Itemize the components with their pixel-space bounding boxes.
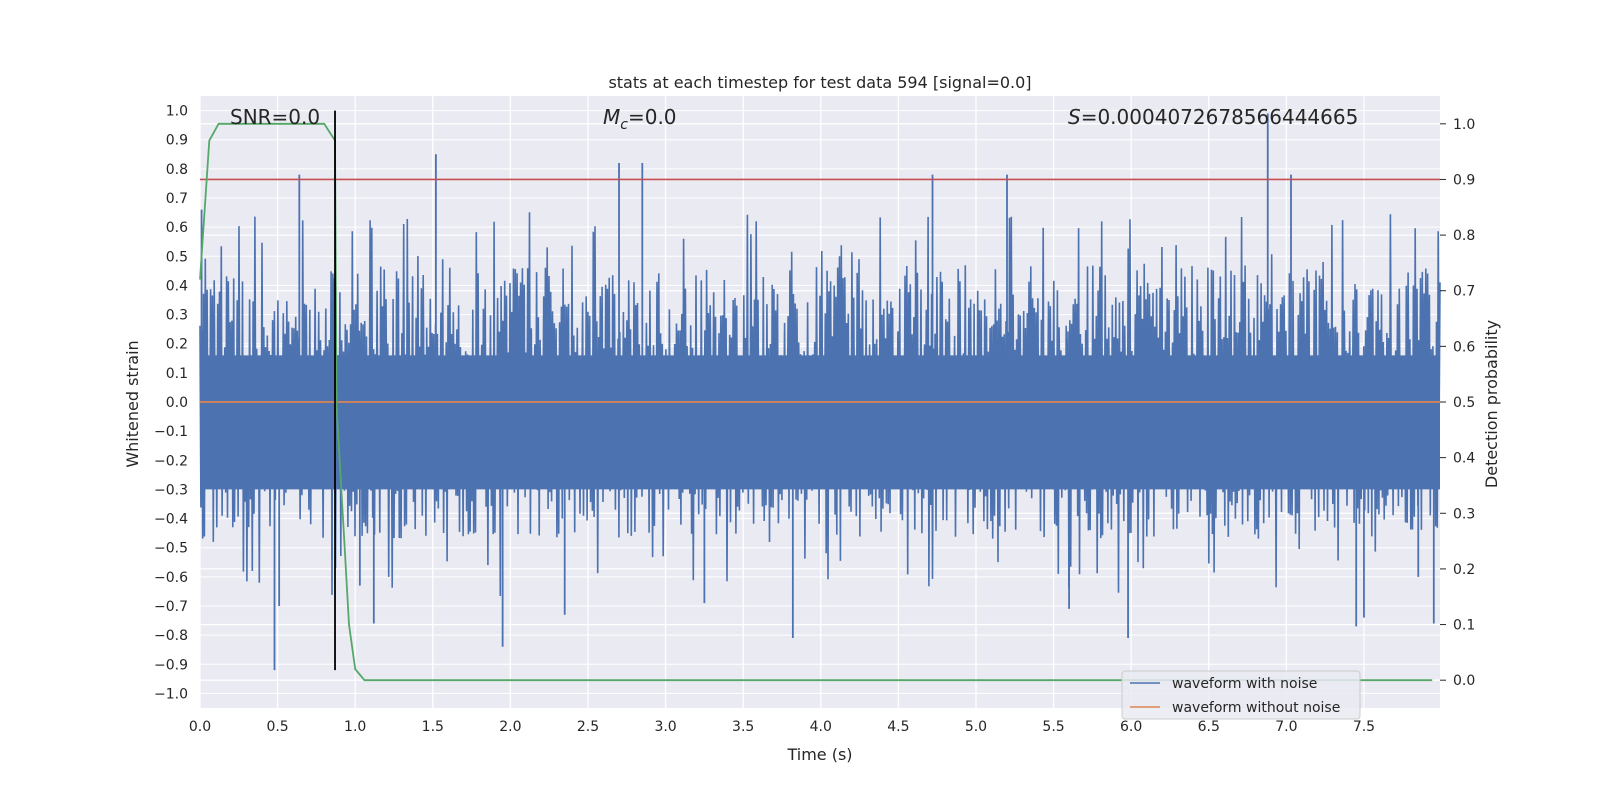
y-tick-label: 0.8 bbox=[166, 162, 188, 178]
y-tick-label: −0.1 bbox=[154, 424, 188, 440]
x-tick-label: 2.5 bbox=[577, 719, 599, 735]
y-right-tick-label: 0.9 bbox=[1453, 172, 1475, 188]
y-tick-label: −0.6 bbox=[154, 570, 188, 586]
x-tick-label: 1.5 bbox=[422, 719, 444, 735]
y-tick-label: 1.0 bbox=[166, 104, 188, 120]
y-tick-label: 0.1 bbox=[166, 366, 188, 382]
y-tick-label: 0.9 bbox=[166, 133, 188, 149]
legend-label-noise: waveform with noise bbox=[1172, 676, 1317, 692]
chart-title: stats at each timestep for test data 594… bbox=[608, 73, 1031, 92]
y-tick-label: −0.2 bbox=[154, 453, 188, 469]
x-tick-label: 4.5 bbox=[887, 719, 909, 735]
x-tick-label: 1.0 bbox=[344, 719, 366, 735]
s-statistic-annotation: S=0.0004072678566444665 bbox=[1068, 105, 1358, 129]
axis-ticks: 1.0 0.9 0.8 0.7 0.6 0.5 0.4 0.3 0.2 0.1 0.0 −0.1 −0.… bbox=[154, 104, 1475, 735]
x-tick-label: 7.0 bbox=[1275, 719, 1297, 735]
y-right-tick-label: 0.6 bbox=[1453, 339, 1475, 355]
y-right-tick-label: 1.0 bbox=[1453, 117, 1475, 133]
y-right-tick-label: 0.3 bbox=[1453, 506, 1475, 522]
x-tick-label: 5.0 bbox=[965, 719, 987, 735]
y-tick-label: 0.7 bbox=[166, 191, 188, 207]
y-axis-label: Whitened strain bbox=[123, 340, 142, 467]
x-tick-label: 3.0 bbox=[654, 719, 676, 735]
snr-annotation: SNR=0.0 bbox=[230, 105, 320, 129]
y-right-tick-label: 0.0 bbox=[1453, 673, 1475, 689]
y-tick-label: 0.0 bbox=[166, 395, 188, 411]
x-tick-label: 0.0 bbox=[189, 719, 211, 735]
x-tick-label: 3.5 bbox=[732, 719, 754, 735]
y-tick-label: −0.4 bbox=[154, 512, 188, 528]
y-right-tick-label: 0.1 bbox=[1453, 618, 1475, 634]
x-tick-label: 7.5 bbox=[1353, 719, 1375, 735]
y-axis-right-label: Detection probability bbox=[1482, 320, 1501, 488]
series-waveform-with-noise bbox=[199, 113, 1441, 671]
x-tick-label: 6.5 bbox=[1198, 719, 1220, 735]
y-tick-label: 0.4 bbox=[166, 278, 188, 294]
y-right-tick-label: 0.2 bbox=[1453, 562, 1475, 578]
overlay-lines bbox=[199, 110, 1440, 682]
y-tick-label: −0.5 bbox=[154, 541, 188, 557]
legend-label-clean: waveform without noise bbox=[1172, 700, 1340, 716]
y-tick-label: −1.0 bbox=[154, 686, 188, 702]
y-tick-label: −0.7 bbox=[154, 599, 188, 615]
noise-core-band bbox=[200, 355, 1440, 490]
y-right-tick-label: 0.5 bbox=[1453, 395, 1475, 411]
y-tick-label: −0.3 bbox=[154, 482, 188, 498]
x-tick-label: 4.0 bbox=[810, 719, 832, 735]
legend: waveform with noise waveform without noi… bbox=[1121, 670, 1361, 720]
y-tick-label: 0.3 bbox=[166, 308, 188, 324]
y-right-tick-label: 0.8 bbox=[1453, 228, 1475, 244]
y-right-tick-label: 0.7 bbox=[1453, 284, 1475, 300]
x-axis-label: Time (s) bbox=[786, 745, 852, 764]
y-tick-label: −0.8 bbox=[154, 628, 188, 644]
y-tick-label: 0.2 bbox=[166, 337, 188, 353]
x-tick-label: 6.0 bbox=[1120, 719, 1142, 735]
y-tick-label: −0.9 bbox=[154, 657, 188, 673]
y-tick-label: 0.6 bbox=[166, 220, 188, 236]
y-tick-label: 0.5 bbox=[166, 249, 188, 265]
chirp-mass-annotation: Mc=0.0 bbox=[603, 105, 677, 133]
y-right-tick-label: 0.4 bbox=[1453, 451, 1475, 467]
x-tick-label: 5.5 bbox=[1042, 719, 1064, 735]
x-tick-label: 2.0 bbox=[499, 719, 521, 735]
x-tick-label: 0.5 bbox=[266, 719, 288, 735]
legend-box bbox=[1121, 670, 1361, 720]
